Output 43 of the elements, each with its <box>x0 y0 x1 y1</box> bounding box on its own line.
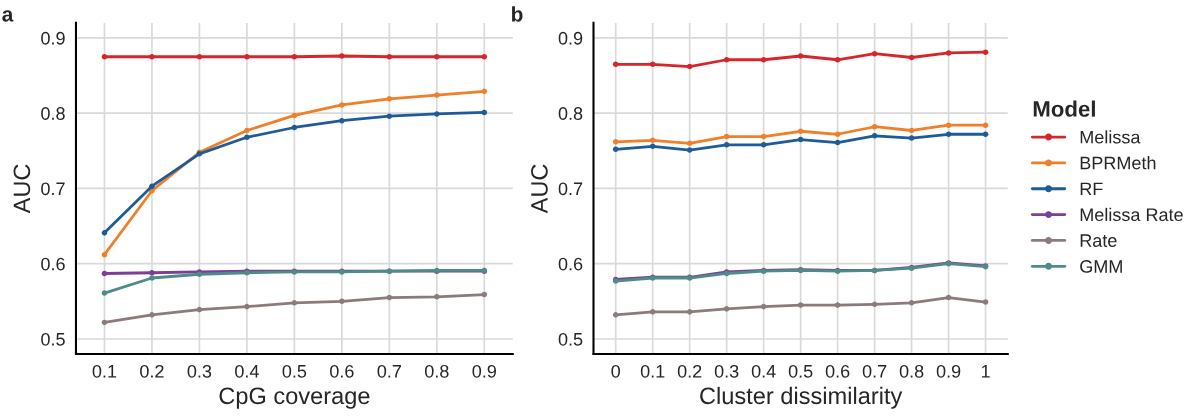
x-tick-label: 0.3 <box>714 364 739 378</box>
legend-label: BPRMeth <box>1080 156 1156 170</box>
y-tick-label: 0.8 <box>41 107 65 120</box>
y-tick-label: 0.6 <box>558 257 583 271</box>
y-tick-label: 0.9 <box>558 31 583 45</box>
chart-title: a <box>2 10 14 22</box>
x-tick-label: 0.9 <box>936 364 961 378</box>
x-tick-label: 0.7 <box>377 364 401 378</box>
x-tick-label: 0.8 <box>424 364 449 378</box>
y-tick-label: 0.6 <box>41 257 65 271</box>
x-tick-label: 0.2 <box>677 364 702 378</box>
y-tick-label: 0.9 <box>41 31 65 45</box>
x-tick-label: 0.4 <box>751 364 776 378</box>
legend-title: Model <box>1033 100 1095 117</box>
y-axis-title: AUC <box>531 164 548 214</box>
x-axis-title: CpG coverage <box>219 387 370 409</box>
y-tick-label: 0.7 <box>558 182 583 196</box>
x-tick-label: 0.1 <box>92 364 117 378</box>
x-tick-label: 1 <box>981 365 990 378</box>
y-tick-label: 0.5 <box>558 332 583 346</box>
legend-label: Rate <box>1080 234 1117 247</box>
legend-label: RF <box>1080 182 1103 196</box>
y-tick-label: 0.8 <box>558 107 583 120</box>
x-tick-label: 0.6 <box>825 364 850 378</box>
y-tick-label: 0.7 <box>41 182 65 196</box>
x-tick-label: 0.8 <box>899 364 924 378</box>
y-tick-label: 0.5 <box>41 332 65 346</box>
x-tick-label: 0.1 <box>640 364 665 378</box>
x-tick-label: 0.7 <box>862 364 887 378</box>
x-tick-label: 0.3 <box>187 364 212 378</box>
x-tick-label: 0.5 <box>282 364 307 378</box>
x-tick-label: 0 <box>611 364 621 378</box>
y-axis-title: AUC <box>13 164 31 214</box>
legend-label: Melissa Rate <box>1080 207 1183 222</box>
legend-label: Melissa <box>1080 130 1141 144</box>
x-tick-label: 0.4 <box>235 364 259 378</box>
x-tick-label: 0.9 <box>472 364 496 378</box>
x-tick-label: 0.5 <box>788 364 813 378</box>
x-tick-label: 0.2 <box>140 364 164 378</box>
x-axis-title: Cluster dissimilarity <box>700 386 903 409</box>
legend-label: GMM <box>1080 260 1122 273</box>
chart-title: b <box>512 6 523 22</box>
x-tick-label: 0.6 <box>330 364 354 378</box>
